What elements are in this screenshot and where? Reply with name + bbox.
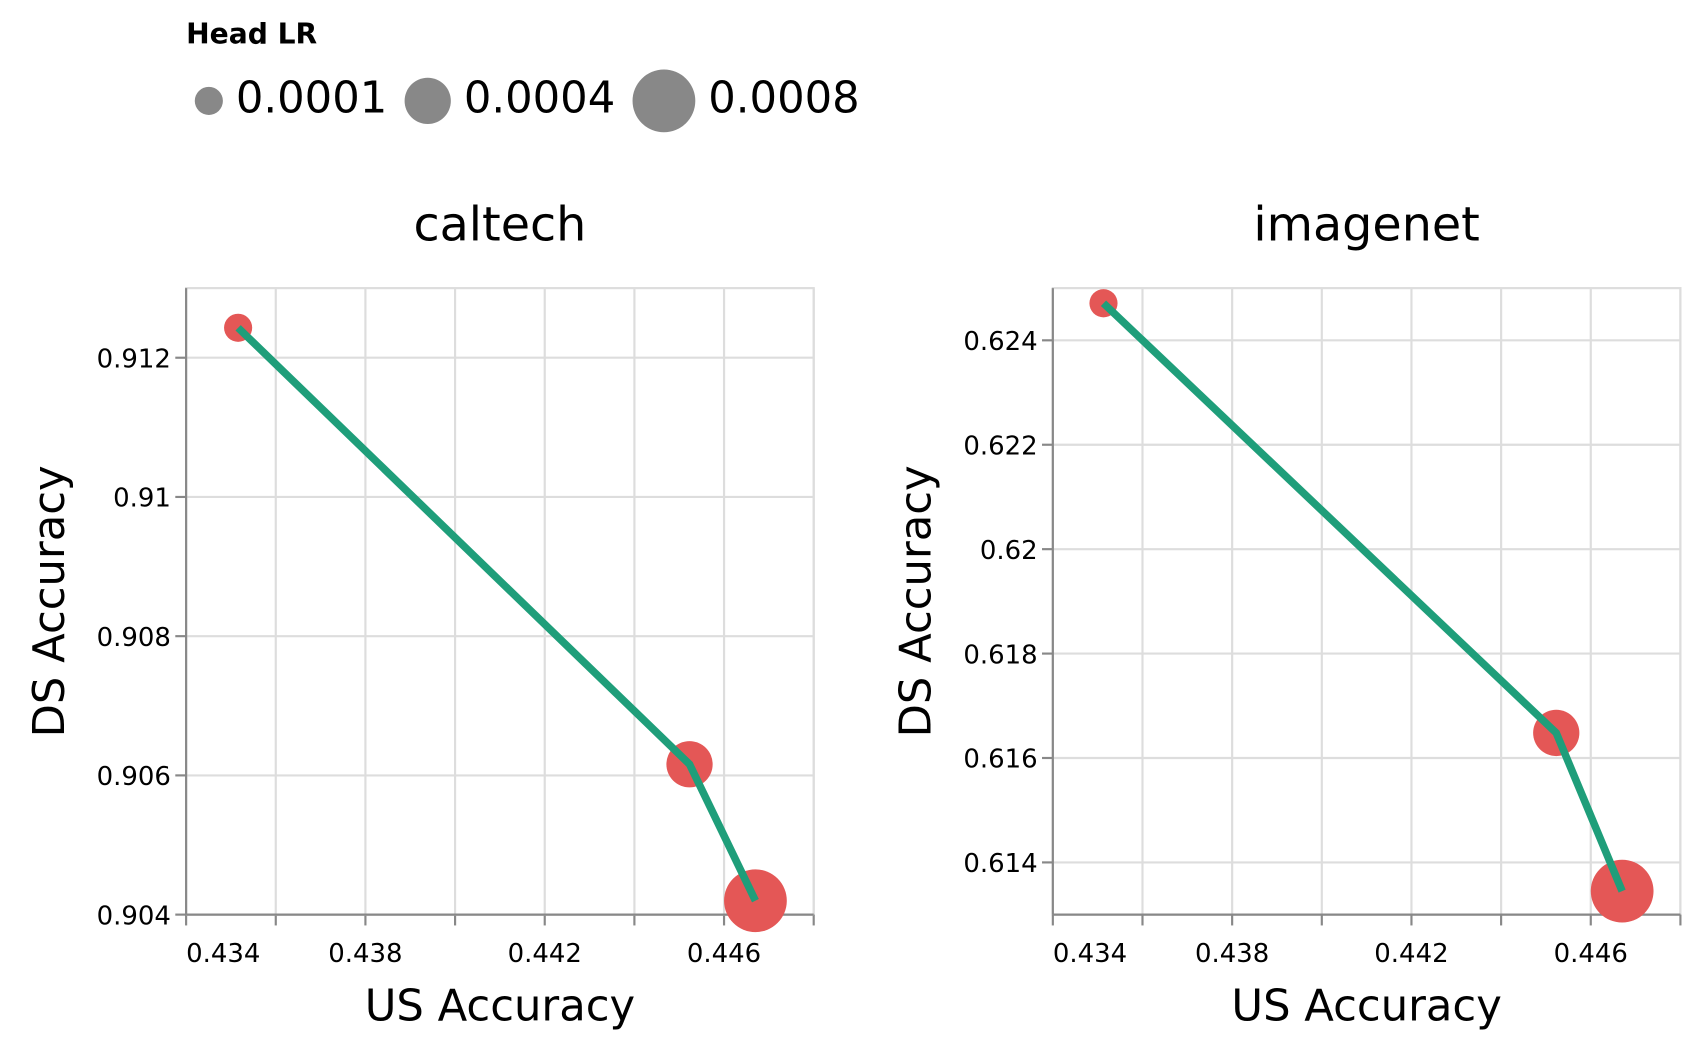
x-tick-label: 0.446 bbox=[687, 939, 761, 969]
y-tick-label: 0.618 bbox=[963, 640, 1037, 670]
legend-symbol bbox=[404, 77, 451, 125]
x-tick-label: 0.442 bbox=[1374, 939, 1448, 969]
y-tick-label: 0.614 bbox=[963, 849, 1037, 879]
x-tick-label: 0.438 bbox=[328, 939, 402, 969]
legend-label: 0.0001 bbox=[236, 73, 387, 123]
y-tick-label: 0.912 bbox=[97, 344, 171, 374]
facet: 0.904 0.906 0.908 0.91 0.912 0.434 0.438 0.442 0… bbox=[25, 198, 815, 1032]
x-axis-title: US Accuracy bbox=[365, 982, 635, 1032]
y-tick-label: 0.908 bbox=[97, 623, 171, 653]
x-tick-label: 0.434 bbox=[1053, 939, 1127, 969]
facet-title: imagenet bbox=[1253, 198, 1479, 253]
y-tick-label: 0.62 bbox=[980, 536, 1038, 566]
facet: 0.614 0.616 0.618 0.62 0.622 0.624 0.434 0.438 0… bbox=[892, 198, 1682, 1032]
line bbox=[235, 325, 759, 903]
y-tick-label: 0.616 bbox=[963, 745, 1037, 775]
x-tick-label: 0.438 bbox=[1195, 939, 1269, 969]
legend-title: Head LR bbox=[186, 18, 317, 51]
x-tick-label: 0.442 bbox=[508, 939, 582, 969]
y-tick-label: 0.622 bbox=[963, 431, 1037, 461]
legend-label: 0.0004 bbox=[464, 73, 615, 123]
x-axis-title: US Accuracy bbox=[1231, 982, 1501, 1032]
y-tick-label: 0.91 bbox=[113, 484, 171, 514]
y-axis-title: DS Accuracy bbox=[25, 465, 75, 737]
y-axis-title: DS Accuracy bbox=[892, 465, 942, 737]
y-tick-label: 0.624 bbox=[963, 327, 1037, 357]
line bbox=[1100, 300, 1626, 893]
y-tick-label: 0.906 bbox=[97, 762, 171, 792]
legend-label: 0.0008 bbox=[708, 73, 859, 123]
x-tick-label: 0.446 bbox=[1554, 939, 1628, 969]
legend-symbol bbox=[194, 86, 223, 115]
facet-title: caltech bbox=[413, 198, 586, 253]
x-tick-label: 0.434 bbox=[186, 939, 260, 969]
plot-frame bbox=[1051, 287, 1682, 916]
y-tick-label: 0.904 bbox=[97, 901, 171, 931]
legend-symbol bbox=[632, 69, 696, 133]
